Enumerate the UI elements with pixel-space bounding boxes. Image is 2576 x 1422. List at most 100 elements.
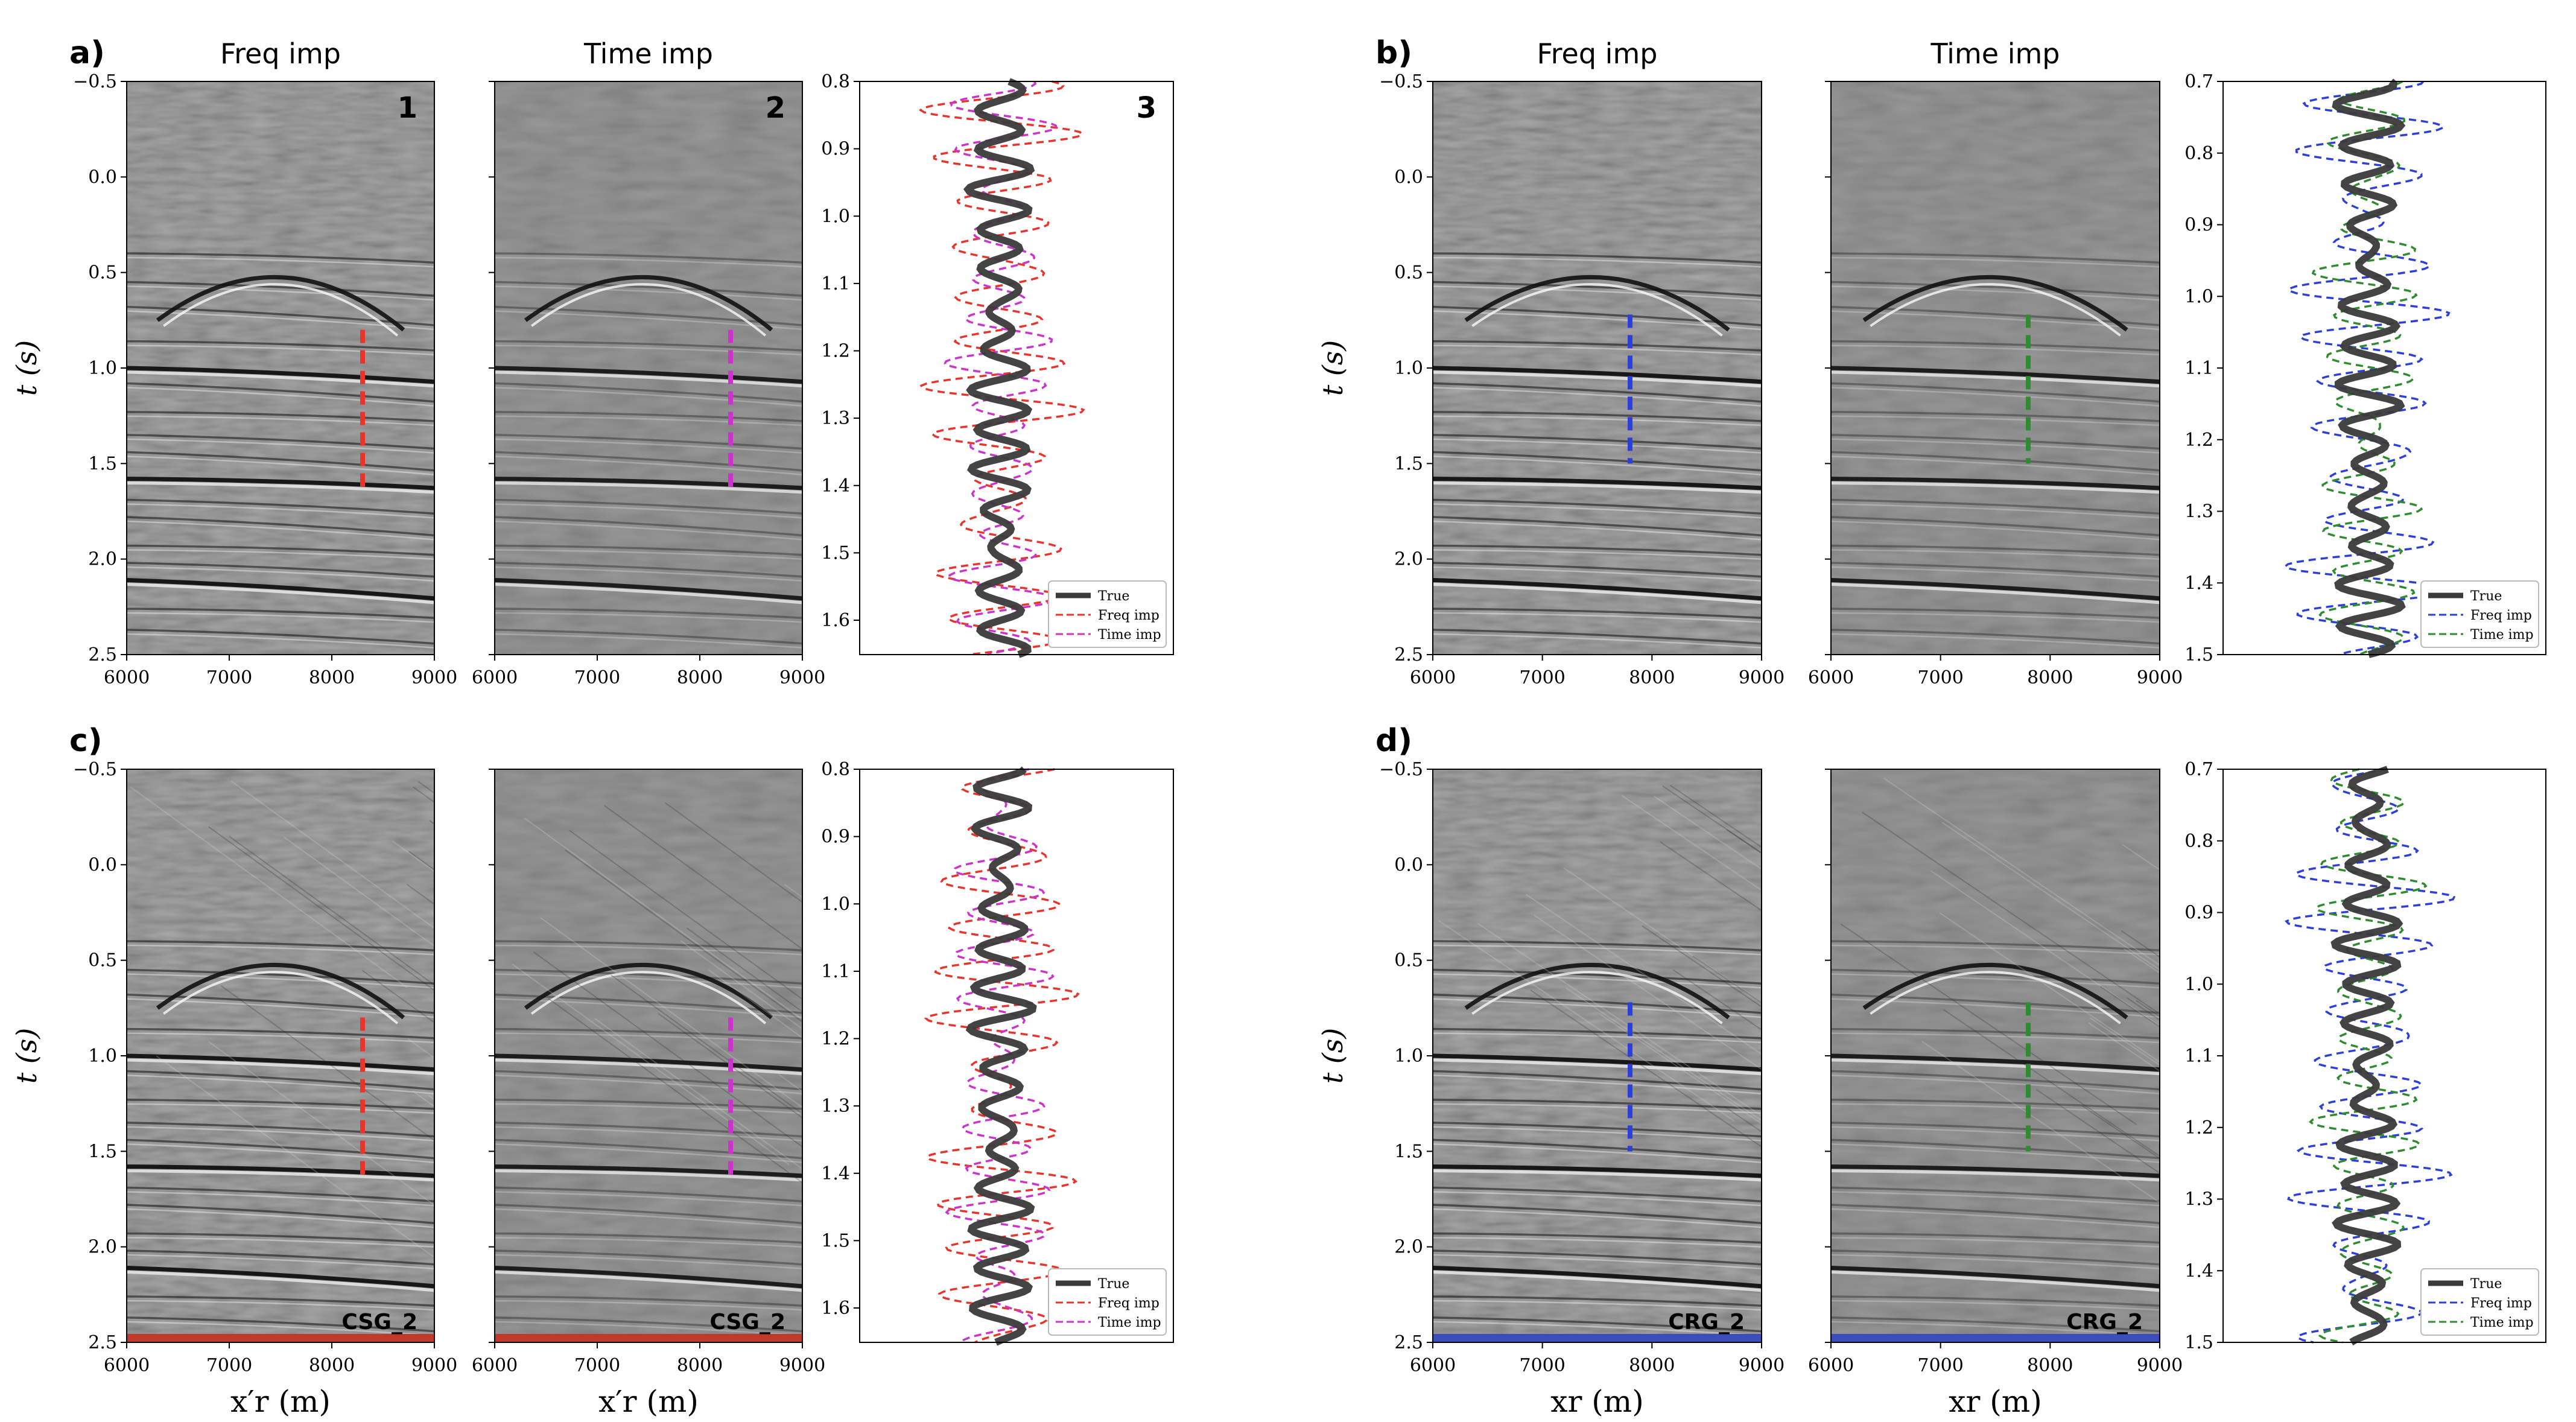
y-tick-label: 0.5: [88, 950, 117, 971]
reflection-dark: [495, 1295, 802, 1307]
reflection-dark: [1831, 382, 2160, 403]
noise-streak: [686, 927, 802, 1013]
panel-c: c) CSG_2 6000 7000 8000 9000 −0.5 0.0 0.5 1.0 1.5 2…: [10, 723, 1174, 1419]
reflection-dark: [127, 1099, 434, 1110]
reflection-dark: [495, 629, 802, 645]
reflection-dark: [495, 411, 802, 422]
x-tick-label: 8000: [677, 667, 723, 688]
reflection-light: [495, 1254, 802, 1270]
reflection-dark: [1831, 968, 2160, 985]
trace-ribbon: [495, 1334, 802, 1342]
reflection-light: [495, 415, 802, 427]
reflection-dark: [1831, 1204, 2160, 1225]
diffraction-light: [530, 283, 767, 337]
reflection-dark: [495, 1138, 802, 1160]
diffraction-dark: [1464, 962, 1730, 1020]
reflection-light: [495, 973, 802, 989]
trace-frame: [2222, 769, 2546, 1343]
y-tick-label: −0.5: [1379, 71, 1423, 92]
legend-label: Time imp: [2470, 1315, 2534, 1330]
noise-streak: [1563, 867, 1762, 1003]
noise-streak: [540, 917, 802, 1108]
reflection-dark: [127, 516, 434, 537]
noise-streak: [548, 998, 802, 1184]
trace-y-tick-label: 1.4: [2184, 1260, 2213, 1281]
noise-streak: [658, 1012, 802, 1119]
y-tick-label: 0.5: [88, 262, 117, 284]
reflection-dark: [1831, 1164, 2160, 1178]
reflection-light: [1433, 1237, 1762, 1248]
trace-y-tick-label: 1.0: [821, 206, 850, 227]
reflection-dark: [127, 1266, 434, 1289]
reflection-light: [1433, 503, 1762, 519]
true-trace: [2330, 766, 2403, 1346]
trace-y-tick-label: 1.3: [2184, 501, 2213, 522]
reflection-dark: [495, 562, 802, 578]
legend-label: Time imp: [2470, 627, 2534, 643]
y-tick-label: 1.0: [1394, 358, 1423, 379]
noise-streak: [229, 836, 434, 986]
reflection-dark: [127, 608, 434, 619]
seismic-image: CSG_2: [495, 769, 802, 1342]
reflection-dark: [495, 281, 802, 297]
noise-streak: [1692, 955, 1762, 1004]
reflection-dark: [1433, 498, 1762, 515]
noise-streak: [230, 780, 434, 929]
reflection-dark: [127, 281, 434, 297]
reflection-dark: [1831, 1249, 2160, 1266]
reflection-light: [1433, 1300, 1762, 1311]
diffraction-dark: [524, 963, 773, 1020]
trace-y-tick-label: 1.4: [821, 475, 850, 497]
noise-streak: [524, 817, 802, 1020]
panel-d: d) CRG_2 6000 7000 8000 9000 −0.5 0.0 0.5 1.0 1.5 2…: [1316, 723, 2546, 1419]
diffraction-dark: [1862, 962, 2128, 1020]
reflection-light: [127, 973, 434, 989]
reflection-dark: [1433, 1316, 1762, 1333]
reflection-dark: [127, 1249, 434, 1266]
reflection-light: [1831, 1300, 2160, 1311]
reflection-dark: [495, 1053, 802, 1072]
diffraction-light: [162, 971, 399, 1024]
noise-streak: [1477, 923, 1762, 1117]
reflection-dark: [1831, 281, 2160, 297]
reflection-dark: [1831, 1027, 2160, 1040]
trace-y-tick-label: 1.1: [821, 961, 850, 982]
reflection-light: [1831, 944, 2160, 956]
reflection-light: [495, 481, 802, 494]
reflection-dark: [127, 366, 434, 384]
reflection-dark: [1433, 578, 1762, 601]
reflection-dark: [495, 366, 802, 384]
x-tick-label: 8000: [2027, 1355, 2073, 1376]
reflection-dark: [1831, 451, 2160, 472]
reflection-dark: [127, 1204, 434, 1225]
reflection-light: [1831, 1126, 2160, 1141]
reflection-light: [495, 256, 802, 268]
reflection-light: [495, 1074, 802, 1094]
reflection-light: [495, 566, 802, 582]
reflection-dark: [127, 1122, 434, 1138]
reflection-dark: [1831, 477, 2160, 490]
reflection-light: [1831, 583, 2160, 605]
trace-ribbon: [1831, 1334, 2160, 1342]
reflection-dark: [495, 1070, 802, 1091]
reflection-dark: [1831, 1295, 2160, 1307]
y-tick-label: 2.5: [1394, 644, 1423, 665]
reflection-dark: [495, 252, 802, 264]
trace-y-tick-label: 1.6: [821, 610, 850, 631]
reflection-dark: [495, 1027, 802, 1040]
reflection-light: [1831, 455, 2160, 475]
x-tick-label: 9000: [2137, 1355, 2183, 1376]
noise-streak: [284, 836, 434, 947]
reflection-dark: [495, 516, 802, 537]
reflection-dark: [495, 544, 802, 556]
trace-frame: [859, 769, 1174, 1343]
x-tick-label: 7000: [574, 1355, 620, 1376]
reflection-dark: [1433, 382, 1762, 403]
trace-y-tick-label: 1.0: [2184, 974, 2213, 995]
noise-streak: [2089, 1017, 2160, 1066]
noise-streak: [1600, 1014, 1762, 1125]
trace-y-tick-label: 1.1: [2184, 1046, 2213, 1067]
reflection-dark: [1433, 281, 1762, 297]
reflection-dark: [1831, 340, 2160, 352]
noise-streak: [680, 940, 802, 1030]
